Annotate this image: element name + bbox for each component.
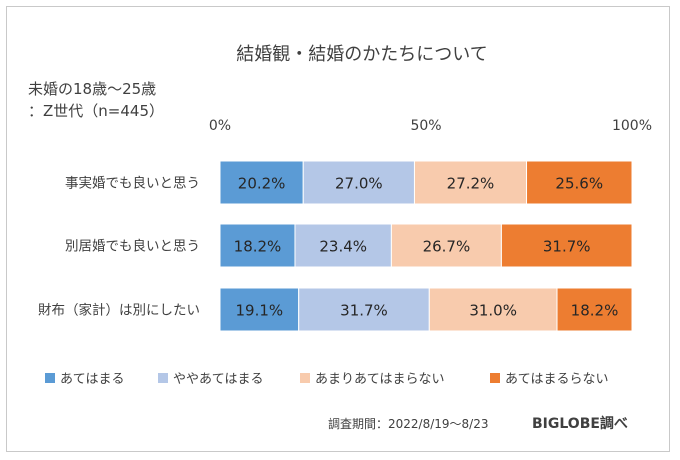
bar-segment [390,223,502,268]
legend-swatch [300,373,310,383]
data-label: 26.7% [423,238,471,256]
legend-label: ややあてはまる [173,372,263,387]
chart-title: 結婚観・結婚のかたちについて [236,44,487,65]
x-tick-label: 50% [410,118,441,134]
legend-label: あまりあてはまらない [315,372,444,387]
data-label: 23.4% [319,238,367,256]
bar-segment [556,287,633,332]
x-tick-label: 100% [612,118,652,134]
legend-label: あてはまるらない [505,372,608,387]
data-label: 31.7% [340,302,388,320]
bar-segment [526,160,633,205]
data-label: 31.0% [469,302,517,320]
data-label: 31.7% [543,238,591,256]
category-label: 別居婚でも良いと思う [65,239,200,255]
survey-period: 調査期間：2022/8/19～8/23 [328,417,488,431]
data-label: 19.1% [236,302,284,320]
category-label: 財布（家計）は別にしたい [38,302,200,319]
data-label: 20.2% [238,175,286,193]
data-label: 27.2% [447,175,495,193]
data-label: 25.6% [555,175,603,193]
chart-subtitle-line1: 未婚の18歳～25歳 [28,80,156,98]
category-label: 事実婚でも良いと思う [65,176,200,192]
legend-swatch [45,373,55,383]
legend: あてはまる ややあてはまる あまりあてはまらない あてはまるらない [45,372,608,387]
x-axis-ticks: 0% 50% 100% [209,118,652,134]
data-label: 18.2% [571,302,619,320]
data-label: 27.0% [335,175,383,193]
bar-segment [302,160,415,205]
legend-label: あてはまる [60,372,124,387]
source-credit: BIGLOBE調べ [532,415,628,432]
data-label: 18.2% [234,238,282,256]
bar-segment [500,223,633,268]
chart-subtitle-line2: ：Z世代（n=445） [28,102,164,120]
bar-segment [219,160,304,205]
bars: 20.2% 27.0% 27.2% 25.6% 18.2% 23.4% 26.7% 31.7%… [219,160,633,332]
bar-segment [428,287,558,332]
bar-segment [219,287,300,332]
x-tick-label: 0% [209,118,231,134]
legend-swatch [158,373,168,383]
bar-segment [413,160,528,205]
legend-swatch [490,373,500,383]
bar-segment [219,223,296,268]
bar-segment [294,223,392,268]
